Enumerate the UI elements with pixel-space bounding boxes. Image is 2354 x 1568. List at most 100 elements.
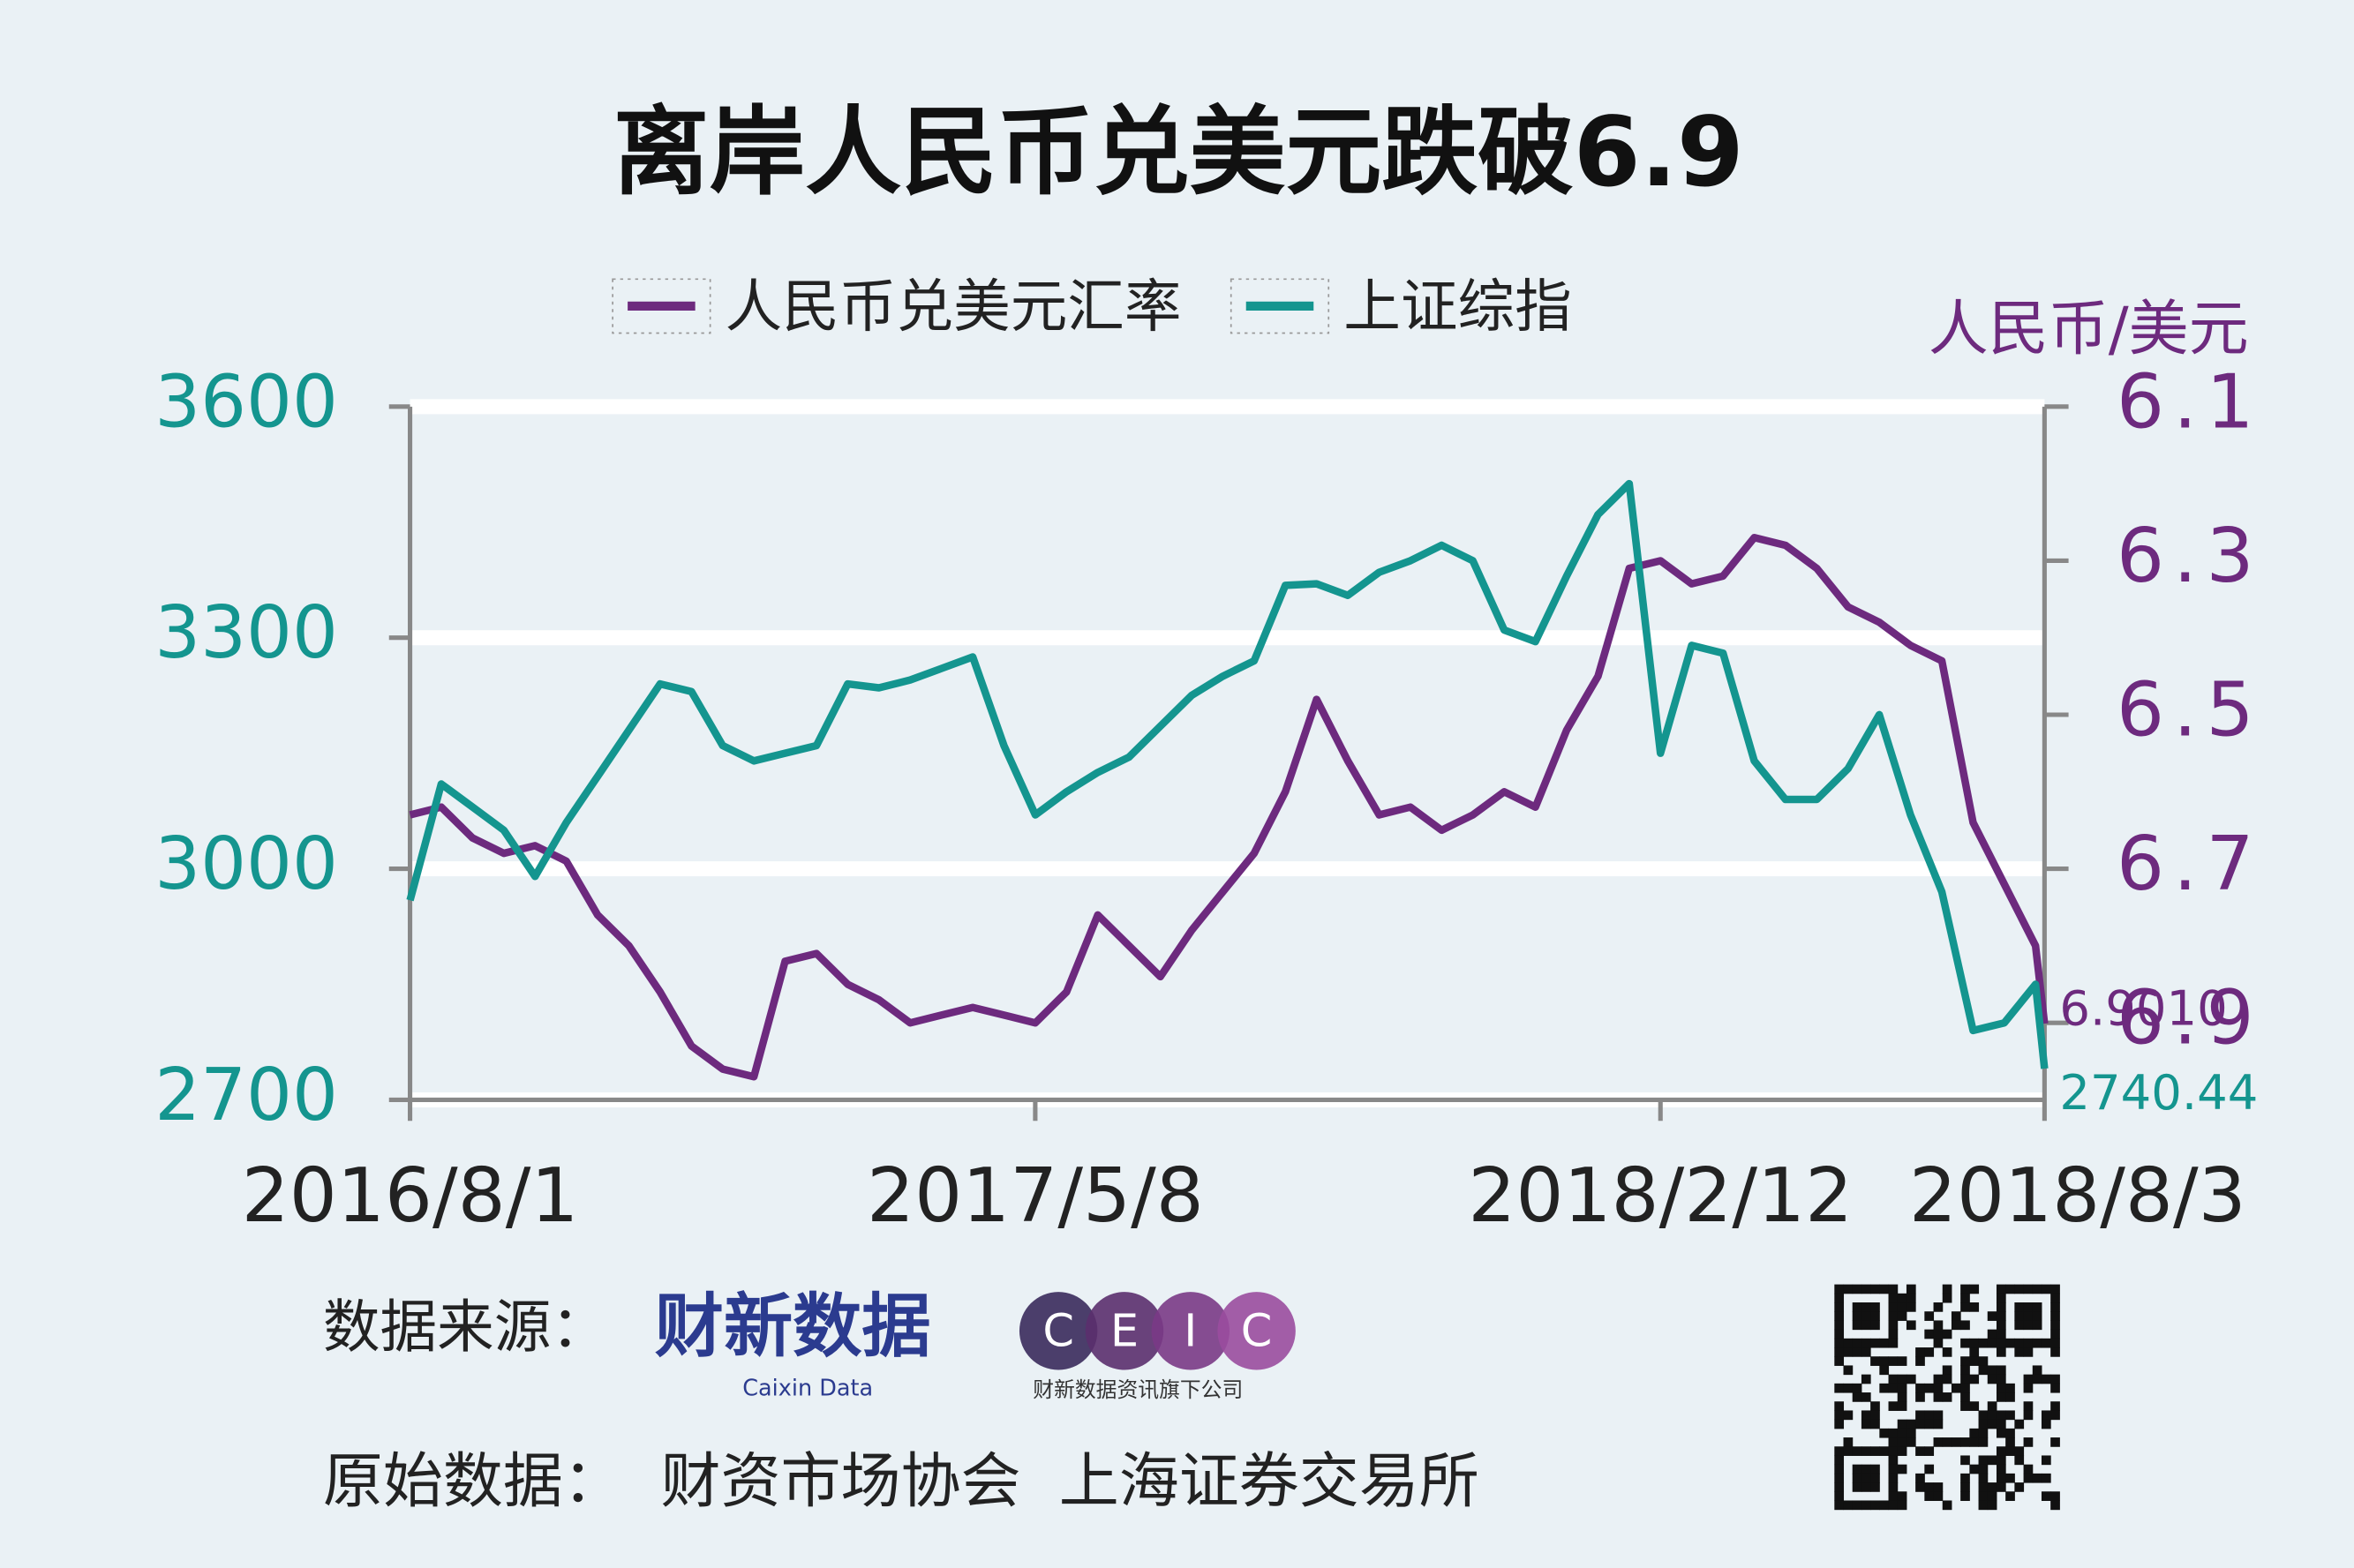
qr-cell [1852, 1302, 1862, 1312]
qr-cell [1843, 1500, 1854, 1511]
qr-cell [2050, 1491, 2060, 1501]
value-label: 6.9010 [2059, 980, 2227, 1037]
qr-cell [2014, 1284, 2025, 1294]
qr-cell [1861, 1410, 1871, 1421]
qr-cell [1852, 1446, 1862, 1456]
source-label: 数据来源： [323, 1294, 608, 1361]
qr-cell [1888, 1293, 1899, 1303]
qr-cell [1852, 1464, 1862, 1474]
qr-cell [2014, 1320, 2025, 1331]
qr-cell [1924, 1347, 1935, 1357]
qr-cell [1906, 1437, 1916, 1447]
x-tick-label: 2017/5/8 [867, 1152, 1204, 1240]
y-tick-label: 3600 [154, 360, 338, 444]
qr-cell [1978, 1437, 1989, 1447]
qr-cell [2014, 1455, 2025, 1466]
qr-cell [2050, 1329, 2060, 1339]
qr-cell [1960, 1437, 1970, 1447]
qr-cell [1888, 1455, 1899, 1466]
qr-cell [1996, 1446, 2006, 1456]
qr-cell [1888, 1482, 1899, 1492]
qr-cell [1834, 1473, 1845, 1483]
qr-cell [1960, 1302, 1970, 1312]
qr-cell [1906, 1320, 1916, 1331]
qr-cell [1861, 1464, 1871, 1474]
qr-cell [1861, 1311, 1871, 1321]
qr-cell [1852, 1338, 1862, 1348]
qr-cell [1924, 1419, 1935, 1429]
qr-cell [1834, 1383, 1845, 1393]
qr-cell [2005, 1491, 2015, 1501]
qr-cell [1861, 1392, 1871, 1402]
qr-cell [1870, 1464, 1880, 1474]
qr-cell [1906, 1374, 1916, 1384]
qr-cell [1888, 1401, 1899, 1411]
qr-cell [1951, 1437, 1961, 1447]
qr-cell [1870, 1284, 1880, 1294]
qr-cell [1933, 1302, 1944, 1312]
qr-cell [1879, 1356, 1890, 1366]
qr-cell [2014, 1338, 2025, 1348]
qr-cell [1888, 1329, 1899, 1339]
qr-cell [1888, 1383, 1899, 1393]
legend-label: 上证综指 [1343, 274, 1571, 341]
series-line [409, 534, 2049, 1081]
qr-cell [1888, 1500, 1899, 1511]
qr-cell [1834, 1347, 1845, 1357]
qr-cell [1897, 1374, 1907, 1384]
qr-cell [1996, 1329, 2006, 1339]
qr-cell [1870, 1338, 1880, 1348]
qr-cell [1906, 1302, 1916, 1312]
qr-cell [1861, 1500, 1871, 1511]
qr-cell [1960, 1401, 1970, 1411]
qr-cell [1852, 1347, 1862, 1357]
qr-cell [2005, 1392, 2015, 1402]
qr-cell [1897, 1491, 1907, 1501]
qr-cell [1960, 1320, 1970, 1331]
chart-title: 离岸人民币兑美元跌破6.9 [613, 96, 1744, 208]
qr-cell [1888, 1374, 1899, 1384]
qr-cell [1879, 1428, 1890, 1438]
qr-cell [2041, 1419, 2051, 1429]
qr-cell [1897, 1356, 1907, 1366]
qr-cell [1978, 1356, 1989, 1366]
qr-cell [1978, 1410, 1989, 1421]
qr-cell [1897, 1302, 1907, 1312]
qr-cell [2050, 1320, 2060, 1331]
qr-cell [1915, 1419, 1925, 1429]
qr-cell [2014, 1482, 2025, 1492]
qr-cell [1888, 1428, 1899, 1438]
qr-cell [1987, 1500, 1997, 1511]
qr-cell [1870, 1482, 1880, 1492]
x-tick-label: 2018/2/12 [1468, 1152, 1853, 1240]
qr-cell [1906, 1419, 1916, 1429]
y-tick-label: 3000 [154, 822, 338, 906]
qr-cell [1915, 1446, 1925, 1456]
qr-cell [1996, 1428, 2006, 1438]
qr-cell [1942, 1347, 1952, 1357]
qr-cell [2023, 1320, 2034, 1331]
qr-cell [1870, 1410, 1880, 1421]
y-tick-label: 2700 [154, 1054, 338, 1137]
qr-cell [1834, 1482, 1845, 1492]
qr-cell [2005, 1383, 2015, 1393]
raw-label: 原始数据： [323, 1447, 623, 1517]
qr-cell [2041, 1473, 2051, 1483]
qr-cell [2041, 1374, 2051, 1384]
qr-cell [1915, 1482, 1925, 1492]
y2-tick-label: 6.9 [2117, 975, 2263, 1062]
qr-cell [1978, 1464, 1989, 1474]
qr-cell [1915, 1356, 1925, 1366]
qr-cell [1870, 1401, 1880, 1411]
qr-cell [1996, 1374, 2006, 1384]
qr-cell [1843, 1383, 1854, 1393]
y2-tick-label: 6.3 [2117, 513, 2263, 600]
qr-cell [1852, 1392, 1862, 1402]
ceic-letter: C [1042, 1306, 1074, 1358]
qr-cell [1888, 1473, 1899, 1483]
qr-cell [1870, 1356, 1880, 1366]
qr-cell [1897, 1293, 1907, 1303]
qr-cell [1897, 1392, 1907, 1402]
qr-cell [1888, 1338, 1899, 1348]
